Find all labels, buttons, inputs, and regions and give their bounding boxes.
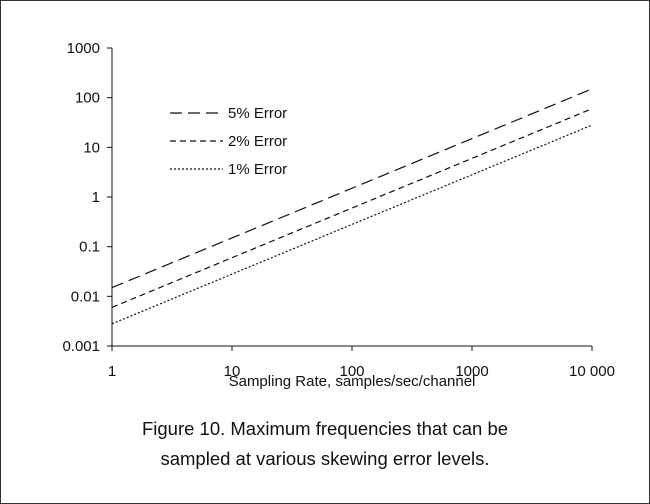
- legend-label-1: 5% Error: [228, 105, 287, 122]
- x-axis-title: Sampling Rate, samples/sec/channel: [229, 373, 476, 390]
- chart-axes: 0.001 0.01 0.1 1 10 100 1000 1 10 100 1000 10 000: [62, 40, 614, 380]
- series-line-3: [111, 124, 593, 325]
- log-log-chart: 0.001 0.01 0.1 1 10 100 1000 1 10 100 1000 10 000 5…: [62, 40, 614, 390]
- x-tick-label: 10: [224, 363, 241, 380]
- series-line-2: [111, 108, 593, 308]
- y-tick-label: 0.001: [62, 338, 100, 355]
- x-tick-label: 10 000: [569, 363, 615, 380]
- figure-caption-line-1: Figure 10. Maximum frequencies that can …: [141, 418, 509, 439]
- x-tick-label: 1000: [455, 363, 488, 380]
- figure-caption-line-2: sampled at various skewing error levels.: [160, 448, 490, 469]
- y-tick-label: 1: [92, 189, 100, 206]
- x-tick-label: 1: [108, 363, 116, 380]
- y-tick-label: 0.01: [71, 288, 100, 305]
- legend: 5% Error 2% Error 1% Error: [170, 105, 287, 178]
- x-tick-label: 100: [339, 363, 364, 380]
- legend-label-2: 2% Error: [228, 133, 287, 150]
- y-tick-label: 10: [83, 139, 100, 156]
- y-tick-label: 1000: [67, 40, 100, 57]
- legend-label-3: 1% Error: [228, 161, 287, 178]
- y-tick-label: 100: [75, 90, 100, 107]
- series-line-1: [111, 88, 593, 289]
- y-tick-label: 0.1: [79, 239, 100, 256]
- series-layer: [111, 88, 593, 325]
